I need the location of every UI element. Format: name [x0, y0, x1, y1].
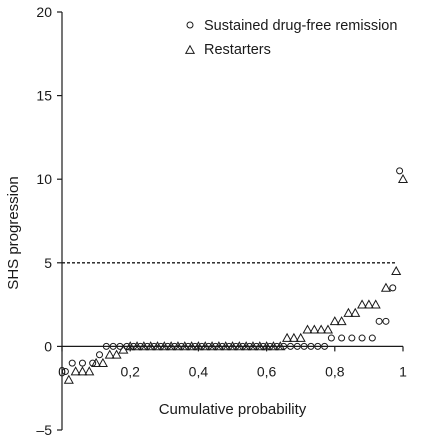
point-restarter: [370, 299, 381, 309]
y-tick-label: 15: [36, 88, 52, 104]
point-restarter: [380, 282, 391, 292]
point-remission: [307, 342, 315, 350]
point-remission: [314, 342, 322, 350]
x-tick-label: 0: [58, 363, 66, 379]
y-tick-label: –5: [36, 422, 52, 438]
point-restarter: [118, 344, 129, 354]
point-restarter: [309, 324, 320, 334]
point-restarter: [97, 357, 108, 367]
point-restarter: [329, 316, 340, 326]
point-remission: [300, 342, 308, 350]
point-remission: [368, 334, 376, 342]
point-restarter: [363, 299, 374, 309]
point-remission: [382, 317, 390, 325]
point-restarter: [295, 332, 306, 342]
legend-label: Sustained drug-free remission: [204, 18, 397, 34]
point-remission: [286, 342, 294, 350]
point-restarter: [227, 341, 238, 351]
point-restarter: [302, 324, 313, 334]
point-restarter: [343, 307, 354, 317]
x-tick-label: 1: [399, 363, 407, 379]
point-restarter: [357, 299, 368, 309]
y-tick-label: 10: [36, 171, 52, 187]
point-restarter: [138, 341, 149, 351]
point-restarter: [350, 307, 361, 317]
point-remission: [338, 334, 346, 342]
data-marks: [61, 167, 409, 384]
point-restarter: [316, 324, 327, 334]
point-restarter: [322, 324, 334, 334]
series-remission: [61, 167, 404, 375]
legend: Sustained drug-free remission Restarters: [184, 18, 397, 58]
point-restarter: [104, 349, 115, 359]
point-remission: [96, 351, 104, 359]
point-restarter: [166, 341, 177, 351]
point-restarter: [200, 341, 211, 351]
series-restarters: [63, 173, 409, 384]
point-restarter: [213, 341, 224, 351]
tick-labels: –5 0 5 10 15 20 0 0,2 0,4 0,6 0,8 1: [36, 4, 407, 438]
legend-label: Restarters: [204, 42, 271, 58]
point-restarter: [397, 173, 409, 184]
point-remission: [109, 342, 117, 350]
point-restarter: [145, 341, 156, 351]
point-restarter: [63, 374, 74, 384]
point-remission: [321, 342, 329, 350]
y-tick-label: 20: [36, 4, 52, 20]
point-restarter: [193, 341, 204, 351]
point-restarter: [152, 341, 163, 351]
legend-triangle-icon: [184, 44, 196, 54]
point-restarter: [125, 341, 136, 351]
point-restarter: [220, 341, 231, 351]
point-restarter: [241, 341, 252, 351]
point-remission: [358, 334, 366, 342]
point-restarter: [275, 341, 286, 351]
point-restarter: [288, 332, 299, 342]
point-remission: [327, 334, 335, 342]
point-restarter: [91, 357, 102, 367]
x-axis-title: Cumulative probability: [159, 401, 307, 418]
point-remission: [68, 359, 76, 367]
point-remission: [375, 317, 383, 325]
point-restarter: [172, 341, 183, 351]
point-restarter: [254, 341, 265, 351]
point-remission: [102, 342, 110, 350]
point-restarter: [206, 341, 218, 351]
point-restarter: [186, 341, 197, 351]
point-restarter: [261, 341, 272, 351]
point-restarter: [391, 265, 402, 276]
point-remission: [61, 367, 69, 375]
point-restarter: [247, 341, 259, 351]
point-remission: [78, 359, 86, 367]
x-tick-label: 0,8: [325, 363, 345, 379]
point-restarter: [234, 341, 245, 351]
legend-circle-icon: [186, 21, 194, 29]
point-restarter: [84, 366, 95, 376]
y-tick-label: 0: [44, 338, 52, 354]
point-restarter: [282, 332, 293, 342]
point-remission: [389, 284, 397, 292]
point-remission: [348, 334, 356, 342]
point-restarter: [268, 341, 279, 351]
x-tick-label: 0,6: [257, 363, 277, 379]
axes: [57, 11, 404, 431]
point-restarter: [70, 366, 81, 376]
point-restarter: [159, 341, 170, 351]
point-remission: [293, 342, 301, 350]
point-restarter: [179, 341, 190, 351]
x-tick-label: 0,2: [120, 363, 140, 379]
x-tick-label: 0,4: [189, 363, 209, 379]
point-restarter: [131, 341, 143, 351]
point-restarter: [77, 366, 88, 376]
y-tick-label: 5: [44, 255, 52, 271]
y-axis-title: SHS progression: [5, 176, 22, 289]
point-restarter: [111, 349, 122, 359]
point-restarter: [336, 316, 347, 326]
point-remission: [396, 167, 404, 175]
